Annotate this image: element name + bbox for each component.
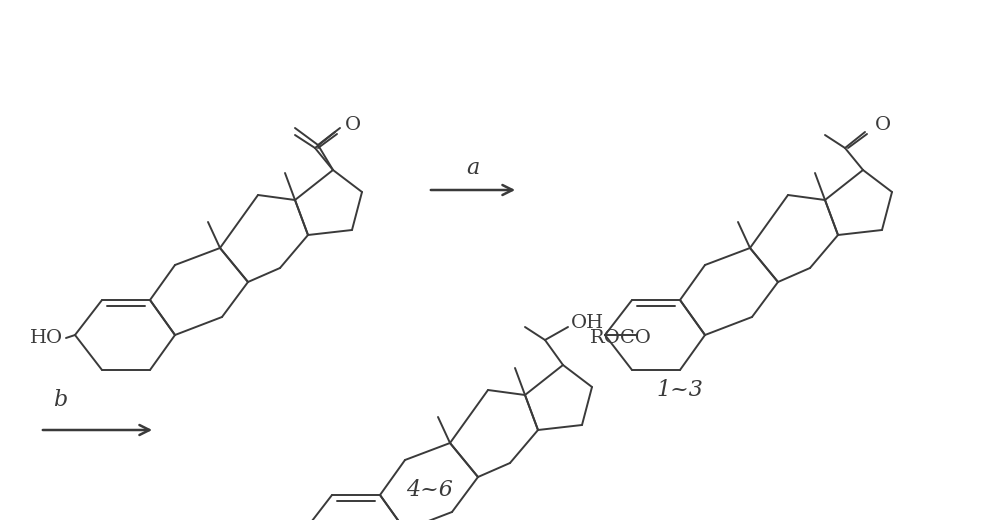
Text: OH: OH: [571, 314, 604, 332]
Text: ROCO: ROCO: [590, 329, 652, 347]
Text: HO: HO: [30, 329, 63, 347]
Text: O: O: [345, 116, 361, 134]
Text: b: b: [53, 389, 67, 411]
Text: a: a: [466, 157, 480, 179]
Text: 4~6: 4~6: [407, 479, 453, 501]
Text: 1~3: 1~3: [657, 379, 703, 401]
Text: O: O: [875, 116, 891, 134]
